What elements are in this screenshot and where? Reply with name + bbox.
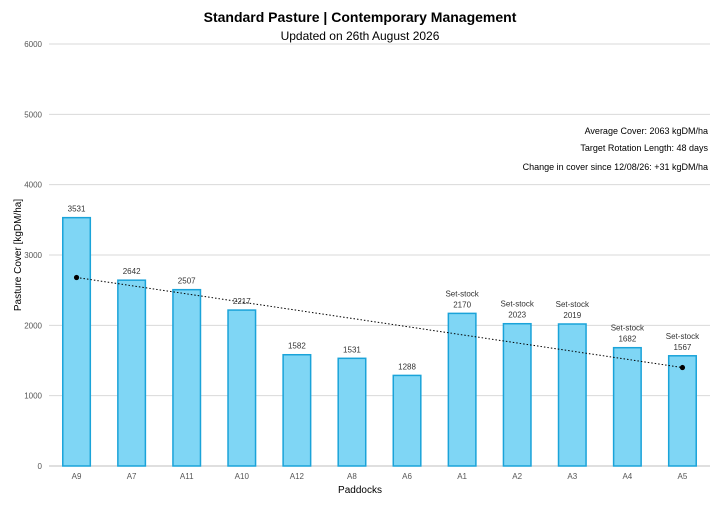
trendline-end-point bbox=[679, 364, 686, 371]
annotation-rotation-length: Target Rotation Length: 48 days bbox=[580, 143, 708, 153]
y-tick-label: 4000 bbox=[24, 181, 42, 190]
data-label: 2170 bbox=[453, 300, 471, 309]
data-label: 1531 bbox=[343, 345, 361, 354]
bar bbox=[282, 353, 312, 467]
y-tick-label: 3000 bbox=[24, 251, 42, 260]
annotation-average-cover: Average Cover: 2063 kgDM/ha bbox=[585, 126, 708, 136]
bar-note-label: Set-stock bbox=[445, 289, 479, 298]
annotation-cover-change: Change in cover since 12/08/26: +31 kgDM… bbox=[523, 162, 708, 172]
data-label: 1682 bbox=[618, 335, 636, 344]
bar bbox=[502, 322, 532, 467]
x-tick-label: A3 bbox=[567, 472, 577, 481]
bar-note-label: Set-stock bbox=[666, 332, 700, 341]
y-axis-title: Pasture Cover [kgDM/ha] bbox=[13, 199, 24, 311]
trendline-segment bbox=[76, 277, 683, 369]
data-label: 2217 bbox=[233, 297, 251, 306]
annotations: Average Cover: 2063 kgDM/ha Target Rotat… bbox=[523, 126, 709, 172]
y-tick-label: 1000 bbox=[24, 392, 42, 401]
bar bbox=[447, 312, 477, 467]
x-tick-label: A5 bbox=[678, 472, 688, 481]
x-axis-title: Paddocks bbox=[338, 485, 382, 496]
chart-title: Standard Pasture | Contemporary Manageme… bbox=[204, 9, 517, 25]
bar bbox=[117, 279, 147, 467]
trendline bbox=[73, 274, 686, 371]
x-tick-label: A2 bbox=[512, 472, 522, 481]
data-label: 2019 bbox=[563, 311, 581, 320]
x-axis-ticks: A9 A7 A11 A10 A12 A8 A6 A1 A2 A3 A4 A5 bbox=[72, 472, 688, 481]
data-label: 2642 bbox=[123, 267, 141, 276]
x-tick-label: A4 bbox=[622, 472, 632, 481]
bar-note-label: Set-stock bbox=[556, 300, 590, 309]
data-label: 1582 bbox=[288, 342, 306, 351]
chart-subtitle: Updated on 26th August 2026 bbox=[281, 29, 440, 43]
x-tick-label: A10 bbox=[235, 472, 250, 481]
x-tick-label: A1 bbox=[457, 472, 467, 481]
data-label: 3531 bbox=[68, 205, 86, 214]
bar-note-label: Set-stock bbox=[611, 324, 645, 333]
x-tick-label: A12 bbox=[290, 472, 305, 481]
bar bbox=[612, 346, 642, 467]
data-label: 1288 bbox=[398, 362, 416, 371]
x-tick-label: A7 bbox=[127, 472, 137, 481]
bar bbox=[227, 309, 257, 467]
bar bbox=[62, 216, 92, 467]
bar bbox=[337, 357, 367, 467]
x-tick-label: A9 bbox=[72, 472, 82, 481]
bar bbox=[392, 374, 422, 467]
bar bbox=[667, 355, 697, 467]
y-tick-label: 5000 bbox=[24, 110, 42, 119]
y-tick-label: 0 bbox=[38, 462, 43, 471]
y-tick-label: 2000 bbox=[24, 321, 42, 330]
y-axis-ticks: 0 1000 2000 3000 4000 5000 6000 bbox=[24, 40, 42, 471]
y-tick-label: 6000 bbox=[24, 40, 42, 49]
bars: 3531 2642 2507 2217 1582 1531 1288 2170 Set-stoc… bbox=[62, 205, 700, 467]
x-tick-label: A11 bbox=[180, 472, 194, 481]
x-tick-label: A8 bbox=[347, 472, 357, 481]
trendline-start-point bbox=[73, 274, 80, 281]
bar-note-label: Set-stock bbox=[501, 300, 535, 309]
bar bbox=[172, 288, 202, 467]
x-tick-label: A6 bbox=[402, 472, 412, 481]
data-label: 2023 bbox=[508, 311, 526, 320]
bar bbox=[557, 323, 587, 467]
data-label: 1567 bbox=[674, 343, 692, 352]
data-label: 2507 bbox=[178, 277, 196, 286]
gridlines bbox=[49, 43, 710, 467]
